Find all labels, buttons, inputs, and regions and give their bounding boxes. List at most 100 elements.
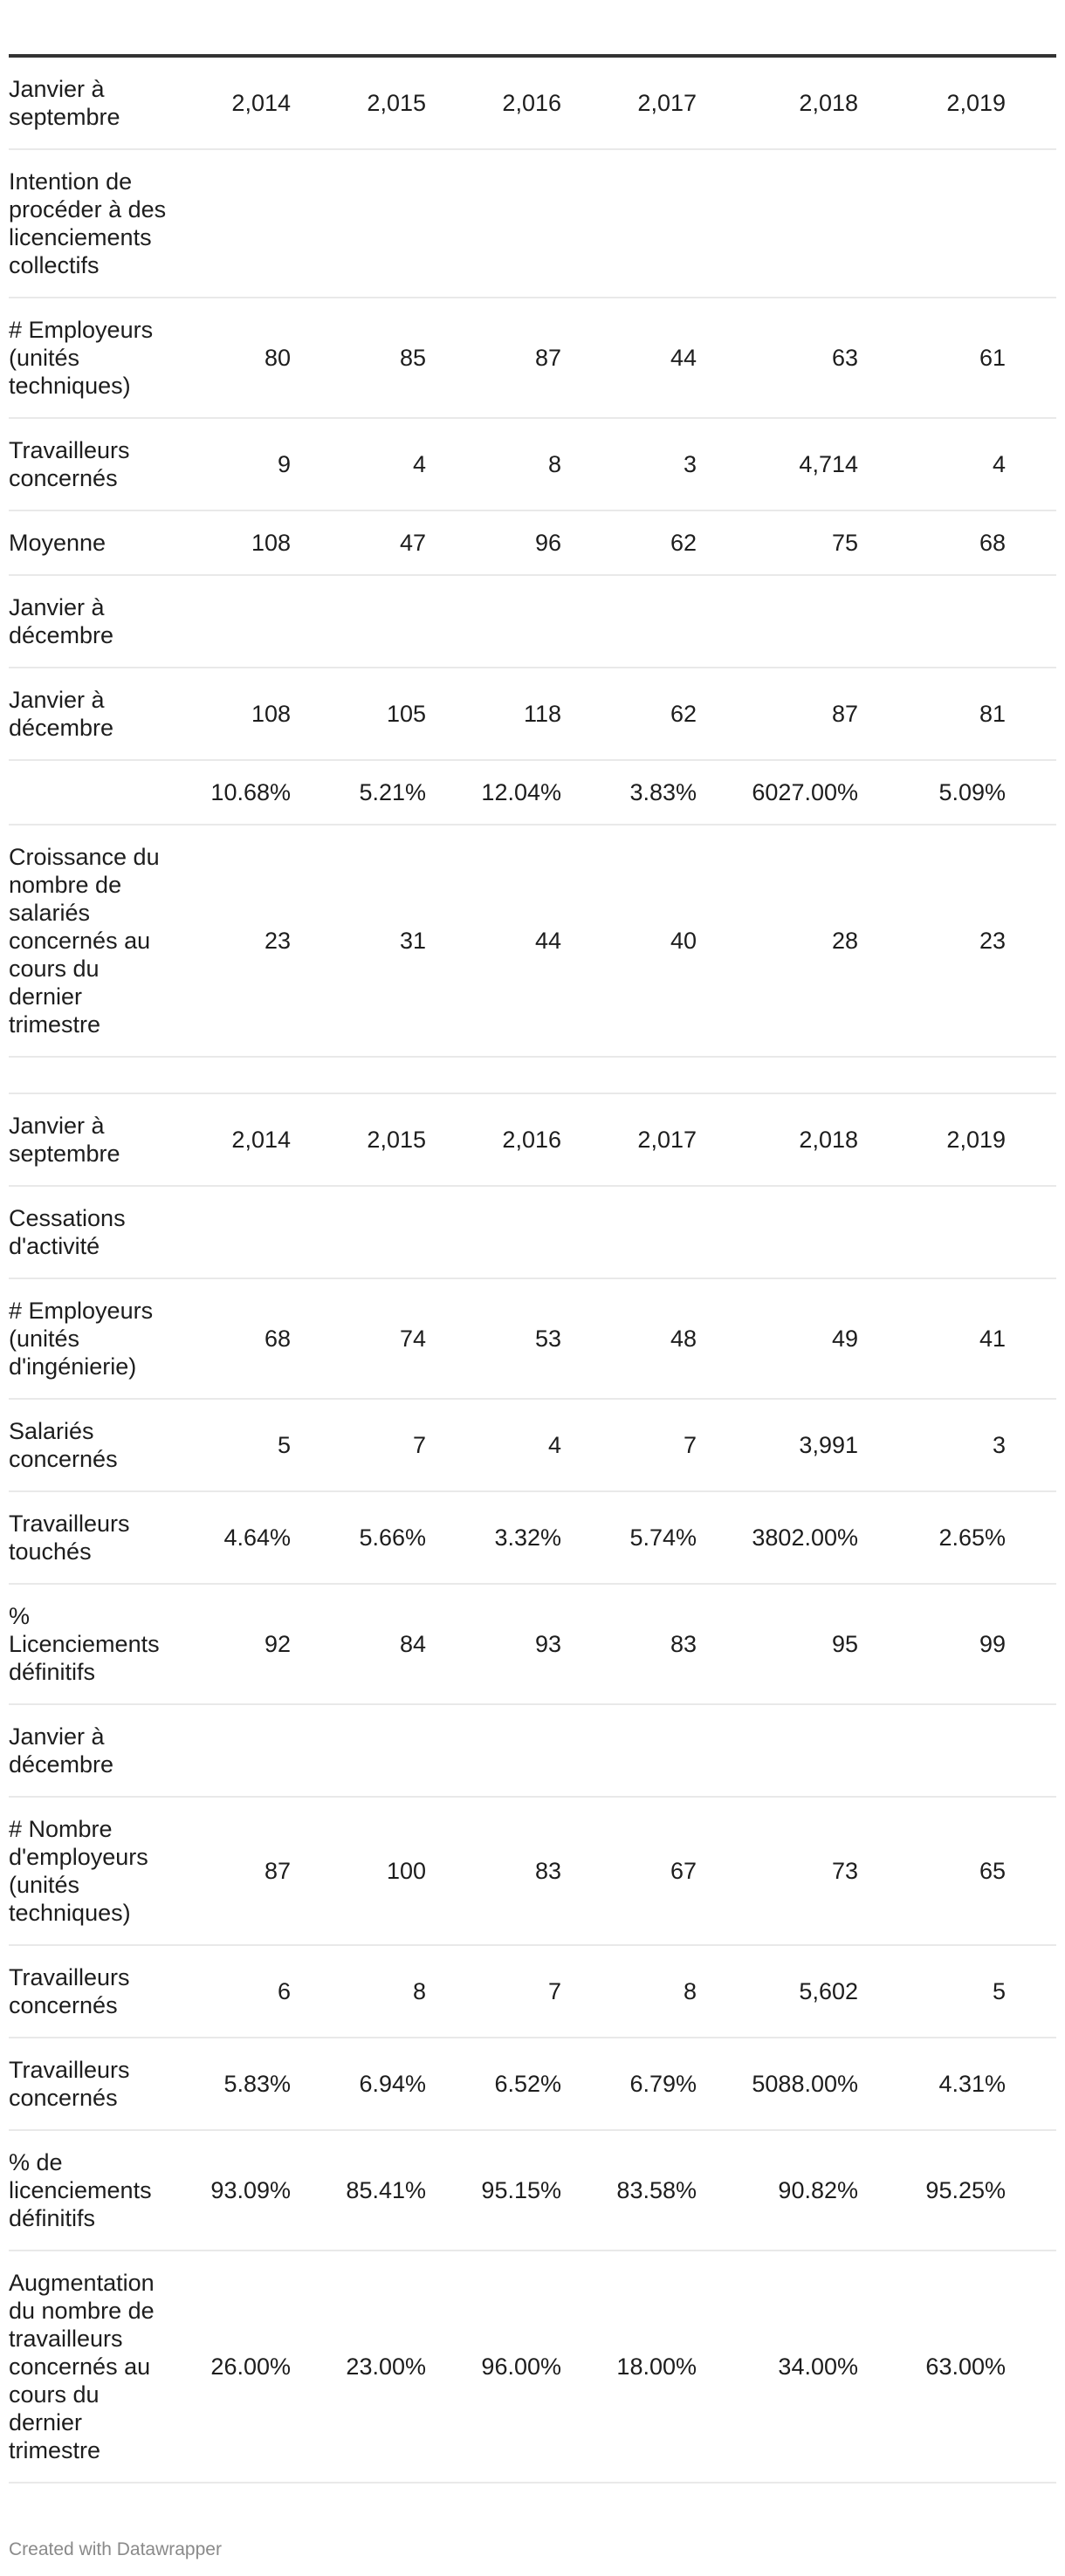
- value-cell: 62: [581, 668, 716, 761]
- table-row: # Nombre d'employeurs (unités techniques…: [9, 1797, 1056, 1946]
- value-cell: [445, 1057, 581, 1094]
- value-cell: 3,991: [716, 1399, 877, 1492]
- value-cell: 95: [716, 1584, 877, 1705]
- value-cell: 3: [581, 418, 716, 511]
- value-cell: 95.25%: [877, 2130, 1056, 2251]
- table-row: 10.68% 5.21% 12.04% 3.83% 6027.00% 5.09%: [9, 760, 1056, 826]
- value-cell: 9: [175, 418, 310, 511]
- table-row: Croissance du nombre de salariés concern…: [9, 825, 1056, 1058]
- row-label-cell: Janvier à septembre: [9, 1093, 175, 1187]
- table-row: Travailleurs touchés 4.64% 5.66% 3.32% 5.74%…: [9, 1491, 1056, 1585]
- value-cell: [175, 1057, 310, 1094]
- value-cell: 92: [175, 1584, 310, 1705]
- value-cell: [716, 1186, 877, 1279]
- row-label-cell: Cessations d'activité: [9, 1186, 175, 1279]
- value-cell: 96: [445, 510, 581, 576]
- value-cell: 41: [877, 1278, 1056, 1400]
- datawrapper-credit[interactable]: Created with Datawrapper: [9, 2539, 222, 2559]
- value-cell: [581, 575, 716, 668]
- value-cell: 83: [445, 1797, 581, 1946]
- value-cell: 118: [445, 668, 581, 761]
- table-row: Travailleurs concernés 6 8 7 8 5,602 5: [9, 1945, 1056, 2038]
- value-cell: [175, 149, 310, 298]
- value-cell: [310, 1704, 445, 1798]
- row-label-cell: Travailleurs concernés: [9, 418, 175, 511]
- value-cell: [581, 149, 716, 298]
- value-cell: 2,019: [877, 1093, 1056, 1187]
- value-cell: [581, 1057, 716, 1094]
- value-cell: 80: [175, 298, 310, 419]
- value-cell: 83.58%: [581, 2130, 716, 2251]
- value-cell: [310, 1057, 445, 1094]
- table-row: Janvier à septembre 2,014 2,015 2,016 2,017 2…: [9, 1093, 1056, 1187]
- table-row: % de licenciements définitifs 93.09% 85.41…: [9, 2130, 1056, 2251]
- row-label-cell: Janvier à décembre: [9, 575, 175, 668]
- value-cell: 2,018: [716, 58, 877, 150]
- value-cell: 93.09%: [175, 2130, 310, 2251]
- value-cell: 2,014: [175, 1093, 310, 1187]
- value-cell: 47: [310, 510, 445, 576]
- table-row: Janvier à décembre: [9, 575, 1056, 668]
- value-cell: 87: [445, 298, 581, 419]
- table-row: # Employeurs (unités d'ingénierie) 68 74 53…: [9, 1278, 1056, 1400]
- value-cell: [877, 1704, 1056, 1798]
- row-label-cell: Travailleurs touchés: [9, 1491, 175, 1585]
- value-cell: 61: [877, 298, 1056, 419]
- value-cell: [445, 1186, 581, 1279]
- table-body: Janvier à septembre 2,014 2,015 2,016 2,017 2…: [9, 58, 1056, 2484]
- row-label-cell: [9, 1057, 175, 1094]
- value-cell: [310, 575, 445, 668]
- row-label-cell: # Employeurs (unités d'ingénierie): [9, 1278, 175, 1400]
- value-cell: 87: [716, 668, 877, 761]
- value-cell: 68: [175, 1278, 310, 1400]
- value-cell: 62: [581, 510, 716, 576]
- value-cell: 68: [877, 510, 1056, 576]
- row-label-cell: Travailleurs concernés: [9, 1945, 175, 2038]
- value-cell: 108: [175, 510, 310, 576]
- value-cell: [581, 1704, 716, 1798]
- value-cell: 4.31%: [877, 2038, 1056, 2131]
- table-row: % Licenciements définitifs 92 84 93 83 95 99: [9, 1584, 1056, 1705]
- value-cell: 83: [581, 1584, 716, 1705]
- value-cell: 63: [716, 298, 877, 419]
- value-cell: 8: [581, 1945, 716, 2038]
- row-label-cell: Salariés concernés: [9, 1399, 175, 1492]
- value-cell: 3: [877, 1399, 1056, 1492]
- table-row: Augmentation du nombre de travailleurs c…: [9, 2251, 1056, 2484]
- value-cell: 108: [175, 668, 310, 761]
- row-label-cell: Janvier à décembre: [9, 1704, 175, 1798]
- value-cell: [310, 149, 445, 298]
- value-cell: 7: [581, 1399, 716, 1492]
- value-cell: 74: [310, 1278, 445, 1400]
- value-cell: [716, 1704, 877, 1798]
- value-cell: 34.00%: [716, 2251, 877, 2484]
- value-cell: 6: [175, 1945, 310, 2038]
- value-cell: 75: [716, 510, 877, 576]
- value-cell: 53: [445, 1278, 581, 1400]
- value-cell: [581, 1186, 716, 1279]
- table-container: Janvier à septembre 2,014 2,015 2,016 2,017 2…: [9, 0, 1056, 2484]
- row-label-cell: [9, 760, 175, 826]
- value-cell: [310, 1186, 445, 1279]
- value-cell: 8: [445, 418, 581, 511]
- value-cell: 44: [445, 825, 581, 1058]
- value-cell: 4,714: [716, 418, 877, 511]
- value-cell: 23.00%: [310, 2251, 445, 2484]
- value-cell: 95.15%: [445, 2130, 581, 2251]
- value-cell: 6.94%: [310, 2038, 445, 2131]
- value-cell: 5.09%: [877, 760, 1056, 826]
- row-label-cell: Moyenne: [9, 510, 175, 576]
- value-cell: 5: [175, 1399, 310, 1492]
- value-cell: 6.52%: [445, 2038, 581, 2131]
- value-cell: 5.21%: [310, 760, 445, 826]
- table-row: Moyenne 108 47 96 62 75 68: [9, 510, 1056, 576]
- value-cell: [877, 575, 1056, 668]
- value-cell: 2,016: [445, 58, 581, 150]
- table-row: Intention de procéder à des licenciement…: [9, 149, 1056, 298]
- value-cell: 2,015: [310, 58, 445, 150]
- value-cell: [175, 1704, 310, 1798]
- value-cell: 6027.00%: [716, 760, 877, 826]
- value-cell: 5: [877, 1945, 1056, 2038]
- value-cell: 81: [877, 668, 1056, 761]
- value-cell: 12.04%: [445, 760, 581, 826]
